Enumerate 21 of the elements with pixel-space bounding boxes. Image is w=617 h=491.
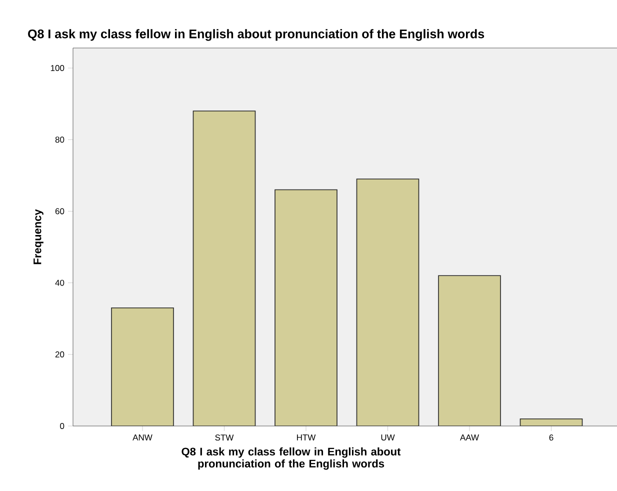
y-axis-title: Frequency — [34, 209, 44, 264]
bar — [111, 308, 174, 426]
y-tick-label: 40 — [55, 280, 64, 286]
y-tick-label: 20 — [55, 351, 64, 358]
bar — [356, 179, 419, 426]
y-tick-label: 80 — [55, 136, 64, 143]
bar — [275, 190, 337, 426]
chart-title: Q8 I ask my class fellow in English about pronunciation of the English words — [28, 29, 484, 41]
x-tick-label: AAW — [460, 434, 480, 440]
bar — [193, 111, 256, 426]
x-tick-label: ANW — [132, 434, 152, 440]
x-axis-title: Q8 I ask my class fellow in English about pronunciation of the English words — [182, 447, 401, 470]
y-tick-label: 60 — [55, 208, 64, 214]
bar — [438, 276, 501, 426]
x-tick-label: STW — [215, 434, 234, 441]
x-tick-label: HTW — [297, 434, 316, 440]
y-tick-label: 100 — [50, 65, 64, 72]
x-tick-label: UW — [381, 434, 395, 440]
x-tick-label: 6 — [549, 434, 554, 441]
y-tick-label: 0 — [60, 423, 64, 430]
bar — [520, 418, 583, 426]
